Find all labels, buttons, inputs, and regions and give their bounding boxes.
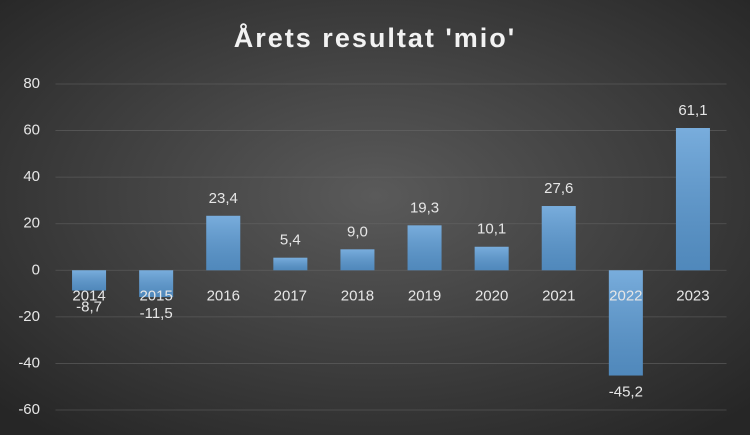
x-tick-label: 2018 — [341, 287, 374, 304]
bar-shade — [675, 128, 710, 271]
bar-shade — [608, 270, 643, 376]
y-tick-label: -40 — [18, 354, 40, 371]
y-tick-label: -60 — [18, 401, 40, 418]
y-tick-label: 40 — [23, 168, 40, 185]
x-tick-label: 2019 — [408, 287, 441, 304]
value-label: 61,1 — [678, 102, 707, 119]
x-tick-label: 2023 — [676, 287, 709, 304]
bar-shade — [273, 257, 308, 271]
x-tick-label: 2020 — [475, 287, 508, 304]
bar-shade — [206, 215, 241, 271]
y-tick-label: 20 — [23, 215, 40, 232]
value-label: 27,6 — [544, 180, 573, 197]
y-tick-label: 0 — [32, 261, 40, 278]
value-label: 19,3 — [410, 199, 439, 216]
x-tick-label: 2017 — [274, 287, 307, 304]
value-label: -45,2 — [609, 384, 643, 401]
x-tick-label: 2014 — [72, 287, 105, 304]
x-tick-label: 2016 — [207, 287, 240, 304]
bar-shade — [407, 225, 442, 271]
x-tick-label: 2021 — [542, 287, 575, 304]
y-tick-label: -20 — [18, 308, 40, 325]
value-label: 23,4 — [209, 190, 238, 207]
bar-shade — [72, 270, 107, 291]
y-tick-label: 60 — [23, 122, 40, 139]
bar-shade — [340, 249, 375, 271]
bar-shade — [474, 246, 509, 271]
bar-shade — [541, 206, 576, 271]
x-tick-label: 2015 — [139, 287, 172, 304]
value-label: 10,1 — [477, 221, 506, 238]
y-tick-label: 80 — [23, 75, 40, 92]
value-label: 5,4 — [280, 232, 301, 249]
bar-shade — [139, 270, 174, 298]
x-tick-label: 2022 — [609, 287, 642, 304]
value-label: -8,7 — [76, 299, 102, 316]
value-label: 9,0 — [347, 223, 368, 240]
value-label: -11,5 — [140, 305, 173, 322]
chart-title: Årets resultat 'mio' — [234, 22, 516, 53]
